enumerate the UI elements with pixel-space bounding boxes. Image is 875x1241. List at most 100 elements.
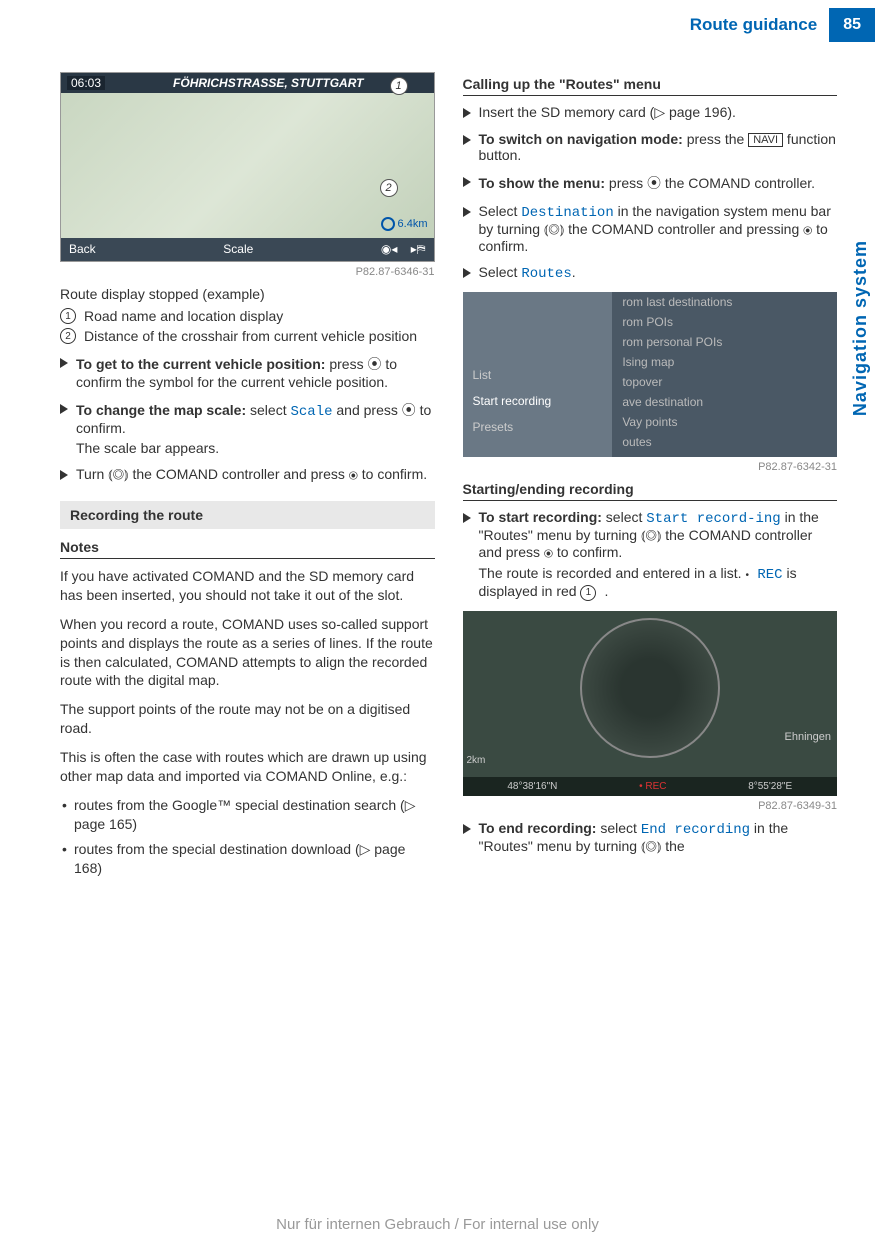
map-back: Back <box>69 242 96 257</box>
menu-item: rom POIs <box>612 312 837 332</box>
step-mono: Scale <box>290 404 332 420</box>
para: When you record a route, COMAND uses so-… <box>60 615 435 691</box>
fig3-status: 48°38'16"N • REC 8°55'28"E <box>463 777 838 796</box>
circ-ref: 1 <box>580 585 596 601</box>
map-ctrl-icons: ◉◂ ▸⛿ <box>381 242 426 257</box>
legend-text: Road name and location display <box>84 308 283 324</box>
menu-item: topover <box>612 372 837 392</box>
step-mono: REC <box>749 567 783 583</box>
para: If you have activated COMAND and the SD … <box>60 567 435 605</box>
figure-id-1: P82.87-6346-31 <box>60 266 435 278</box>
bullet-item: routes from the special destination down… <box>60 840 435 878</box>
map-bottombar: Back Scale ◉◂ ▸⛿ <box>61 238 434 261</box>
step-icon <box>463 108 471 118</box>
fig3-coord: 8°55'28"E <box>748 781 792 792</box>
step-cont: The scale bar appears. <box>76 440 435 456</box>
legend-num: 2 <box>60 328 76 344</box>
page-header: Route guidance 85 <box>0 0 875 42</box>
step-icon <box>463 207 471 217</box>
step-emph: To change the map scale: <box>76 402 246 418</box>
side-tab: Navigation system <box>846 230 875 426</box>
step-text: Select <box>479 264 522 280</box>
sub-heading: Calling up the "Routes" menu <box>463 76 838 96</box>
step-icon <box>60 404 68 414</box>
step: Insert the SD memory card (▷ page 196). <box>463 104 838 121</box>
step-body: To start recording: select Start record-… <box>479 509 838 600</box>
rec-indicator: • REC <box>639 781 666 792</box>
step-emph: To get to the current vehicle position: <box>76 356 325 372</box>
step-text: Select <box>479 203 522 219</box>
step-mono: Start record-ing <box>646 511 780 527</box>
bullet-item: routes from the Google™ special destinat… <box>60 796 435 834</box>
step: To start recording: select Start record-… <box>463 509 838 600</box>
step: Turn ⦅◎⦆ the COMAND controller and press… <box>60 466 435 483</box>
compass-icon <box>580 618 720 758</box>
step-body: To end recording: select End recording i… <box>479 820 838 855</box>
step-emph: To start recording: <box>479 509 602 525</box>
step-body: Select Routes. <box>479 264 838 282</box>
menu-item: Ising map <box>612 352 837 372</box>
figure-menu: List Start recording Presets rom last de… <box>463 292 838 457</box>
para: This is often the case with routes which… <box>60 748 435 786</box>
bullet-list: routes from the Google™ special destinat… <box>60 796 435 878</box>
step-icon <box>463 268 471 278</box>
step-emph: To end recording: <box>479 820 597 836</box>
fig3-scale: 2km <box>467 755 486 766</box>
right-column: Calling up the "Routes" menu Insert the … <box>463 72 838 887</box>
step-body: To get to the current vehicle position: … <box>76 354 435 390</box>
menu-spacer <box>463 292 613 362</box>
map-topbar: 06:03 FÖHRICHSTRASSE, STUTTGART <box>61 73 434 93</box>
map-marker-2: 2 <box>380 179 398 197</box>
step-body: To change the map scale: select Scale an… <box>76 400 435 456</box>
legend-item: 2Distance of the crosshair from current … <box>60 328 435 344</box>
step-text: select <box>246 402 290 418</box>
map-distance: 6.4km <box>381 217 428 231</box>
map-marker-1: 1 <box>390 77 408 95</box>
step-cont: The route is recorded and entered in a l… <box>479 565 838 600</box>
fig3-coord: 48°38'16"N <box>507 781 557 792</box>
menu-item: outes <box>612 432 837 452</box>
step-emph: To switch on navigation mode: <box>479 131 683 147</box>
step-icon <box>463 177 471 187</box>
step-text: Turn ⦅◎⦆ the COMAND controller and press… <box>76 466 427 482</box>
step-mono: Destination <box>521 205 613 221</box>
step-text: select <box>602 509 646 525</box>
step-text: press the <box>683 131 748 147</box>
step: Select Routes. <box>463 264 838 282</box>
step-emph: To show the menu: <box>479 175 606 191</box>
step: To end recording: select End recording i… <box>463 820 838 855</box>
map-road: FÖHRICHSTRASSE, STUTTGART <box>109 76 427 90</box>
menu-right: rom last destinations rom POIs rom perso… <box>612 292 837 457</box>
step-text: . <box>604 583 608 599</box>
step: To change the map scale: select Scale an… <box>60 400 435 456</box>
step-icon <box>60 470 68 480</box>
step-body: Insert the SD memory card (▷ page 196). <box>479 104 838 121</box>
menu-item: rom personal POIs <box>612 332 837 352</box>
menu-item: Presets <box>463 414 613 440</box>
map-time: 06:03 <box>67 76 105 90</box>
step-icon <box>60 358 68 368</box>
step-body: Select Destination in the navigation sys… <box>479 203 838 254</box>
step-mono: Routes <box>521 266 571 282</box>
legend-num: 1 <box>60 308 76 324</box>
header-title: Route guidance <box>690 15 818 35</box>
legend-item: 1 Road name and location display <box>60 308 435 324</box>
menu-left: List Start recording Presets <box>463 292 613 457</box>
page-number: 85 <box>829 8 875 42</box>
figure-caption: Route display stopped (example) <box>60 286 435 302</box>
menu-item: List <box>463 362 613 388</box>
step-icon <box>463 824 471 834</box>
figure-id-2: P82.87-6342-31 <box>463 461 838 473</box>
figure-map: 06:03 FÖHRICHSTRASSE, STUTTGART 1 2 6.4k… <box>60 72 435 262</box>
figure-compass: 2km Ehningen 48°38'16"N • REC 8°55'28"E <box>463 611 838 796</box>
step-icon <box>463 135 471 145</box>
fig3-loc: Ehningen <box>785 731 832 743</box>
menu-item: rom last destinations <box>612 292 837 312</box>
step-body: To switch on navigation mode: press the … <box>479 131 838 163</box>
step-text: The route is recorded and entered in a l… <box>479 565 746 581</box>
step-body: Turn ⦅◎⦆ the COMAND controller and press… <box>76 466 435 483</box>
step-body: To show the menu: press ⦿ the COMAND con… <box>479 173 838 193</box>
map-scale: Scale <box>223 242 253 257</box>
step: To switch on navigation mode: press the … <box>463 131 838 163</box>
step: Select Destination in the navigation sys… <box>463 203 838 254</box>
